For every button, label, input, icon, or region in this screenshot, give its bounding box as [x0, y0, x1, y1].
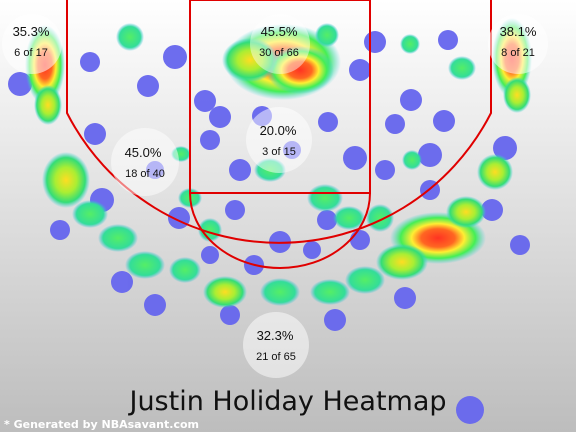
zone-pct: 45.5% [261, 24, 298, 39]
zone-pct: 32.3% [257, 328, 294, 343]
zone-labels: 35.3% 6 of 17 45.5% 30 of 66 38.1% 8 of … [2, 14, 548, 378]
paint-lane [189, 0, 371, 194]
zone-restricted-area: 45.5% 30 of 66 [250, 14, 310, 74]
heat-spots [25, 18, 532, 308]
zone-made-of: 8 of 21 [501, 47, 535, 59]
zone-above-break-three: 32.3% 21 of 65 [243, 312, 309, 378]
three-point-line [66, 0, 492, 244]
cold-spots [8, 30, 530, 424]
generated-by-credit: * Generated by NBAsavant.com [4, 418, 199, 431]
zone-pct: 45.0% [125, 145, 162, 160]
zone-left-corner: 35.3% 6 of 17 [2, 14, 62, 74]
zone-made-of: 6 of 17 [14, 47, 48, 59]
court-lines [66, 0, 492, 269]
zone-right-corner: 38.1% 8 of 21 [488, 14, 548, 74]
zone-pct: 20.0% [260, 123, 297, 138]
zone-left-midrange: 45.0% 18 of 40 [111, 128, 179, 196]
free-throw-circle [189, 192, 371, 269]
zone-paint: 20.0% 3 of 15 [246, 107, 312, 173]
zone-made-of: 18 of 40 [125, 168, 165, 180]
zone-made-of: 21 of 65 [256, 351, 296, 363]
zone-made-of: 3 of 15 [262, 146, 296, 158]
zone-pct: 38.1% [500, 24, 537, 39]
zone-pct: 35.3% [13, 24, 50, 39]
zone-made-of: 30 of 66 [259, 47, 299, 59]
heatmap-title: Justin Holiday Heatmap [127, 386, 446, 417]
